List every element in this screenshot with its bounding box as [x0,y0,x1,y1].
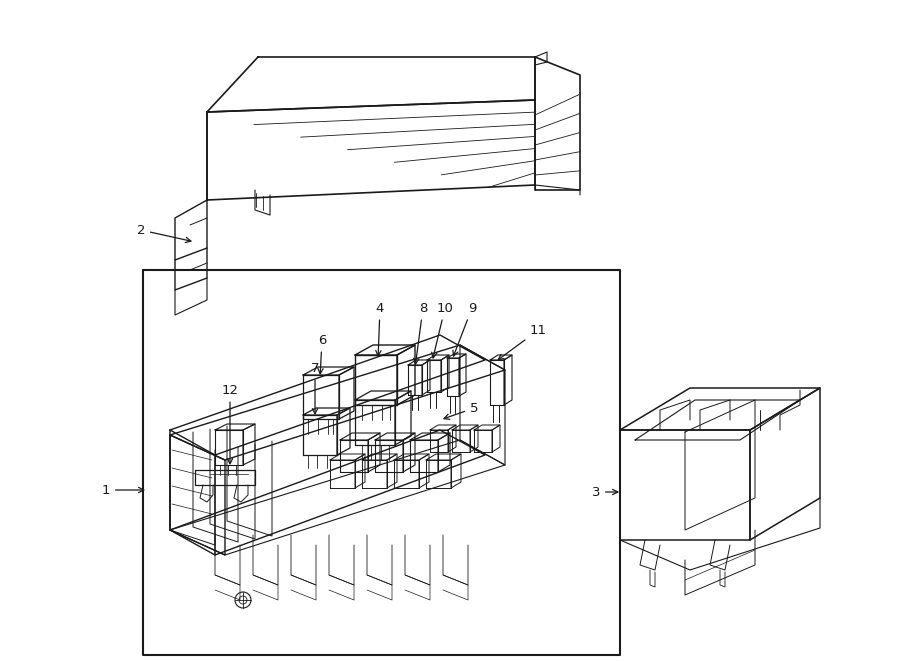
Text: 7: 7 [310,362,320,414]
Text: 8: 8 [414,301,427,364]
Text: 10: 10 [432,301,454,358]
Text: 2: 2 [137,223,191,243]
Text: 12: 12 [221,383,239,464]
Text: 1: 1 [102,483,144,496]
Text: 6: 6 [318,334,326,374]
Text: 5: 5 [444,401,479,419]
Text: 9: 9 [453,301,476,356]
Text: 11: 11 [499,323,547,360]
Text: 3: 3 [591,485,617,498]
Text: 4: 4 [375,301,384,356]
